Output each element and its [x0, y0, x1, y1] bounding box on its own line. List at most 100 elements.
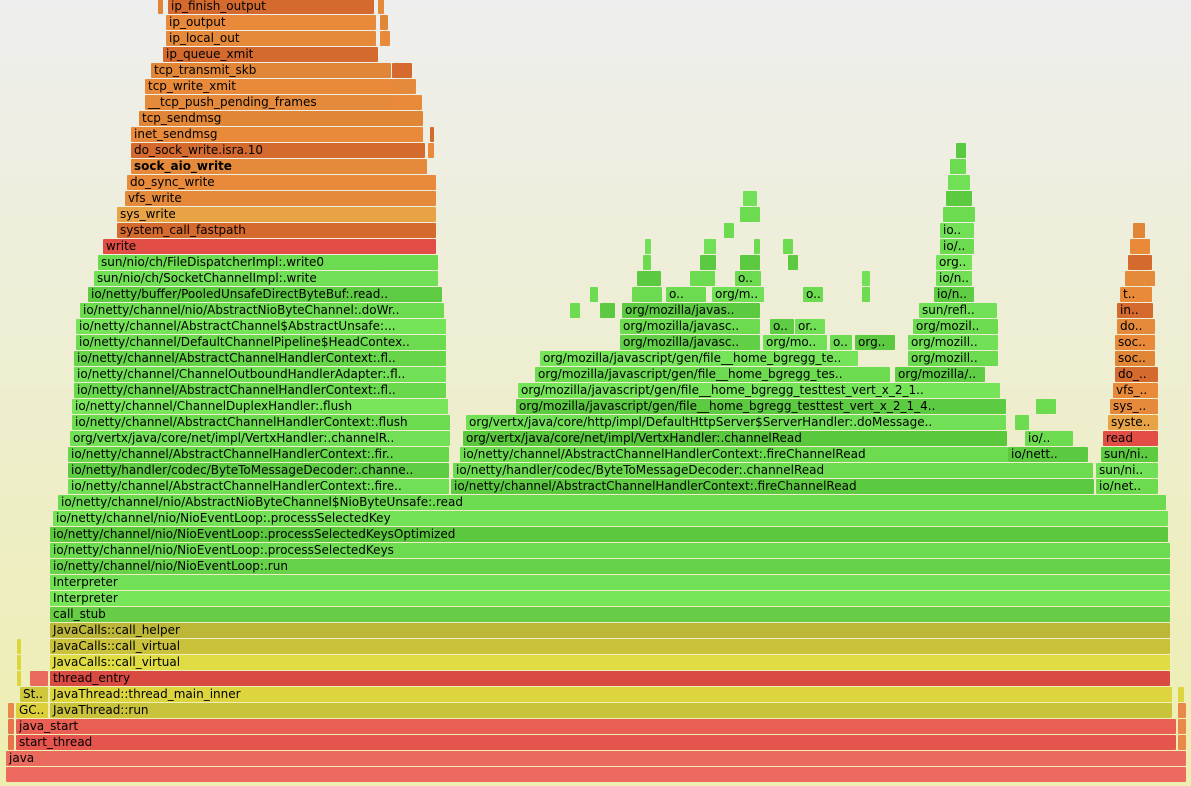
flame-frame[interactable]: in..: [1117, 303, 1153, 318]
flame-frame[interactable]: [1133, 223, 1145, 238]
flame-frame[interactable]: [570, 303, 580, 318]
flame-frame[interactable]: org/mozill..: [908, 351, 998, 366]
flame-frame[interactable]: [392, 79, 416, 94]
flame-frame[interactable]: io/..: [940, 239, 974, 254]
flame-frame[interactable]: [380, 15, 388, 30]
flame-frame[interactable]: [30, 671, 48, 686]
flame-frame[interactable]: [754, 239, 760, 254]
flame-frame[interactable]: [948, 175, 970, 190]
flame-frame[interactable]: io/n..: [934, 287, 974, 302]
flame-frame[interactable]: io/netty/buffer/PooledUnsafeDirectByteBu…: [88, 287, 442, 302]
flame-frame[interactable]: sun/ni..: [1101, 447, 1158, 462]
flame-frame[interactable]: do_..: [1115, 367, 1158, 382]
flame-frame[interactable]: org/mozilla/javasc..: [620, 335, 760, 350]
flame-frame[interactable]: org/mozilla/javasc..: [620, 319, 760, 334]
flame-frame[interactable]: sun/refl..: [919, 303, 997, 318]
flame-frame[interactable]: [8, 719, 14, 734]
flame-frame[interactable]: vfs_write: [125, 191, 436, 206]
flame-frame[interactable]: io/net..: [1096, 479, 1158, 494]
flame-frame[interactable]: org/mozilla/..: [895, 367, 985, 382]
flame-frame[interactable]: [590, 287, 598, 302]
flame-frame[interactable]: io/n..: [936, 271, 972, 286]
flame-frame[interactable]: io/netty/channel/AbstractChannelHandlerC…: [460, 447, 1008, 462]
flame-frame[interactable]: ip_finish_output: [168, 0, 374, 14]
flame-frame[interactable]: __tcp_push_pending_frames: [145, 95, 393, 110]
flame-frame[interactable]: ip_output: [166, 15, 376, 30]
flame-frame[interactable]: JavaCalls::call_virtual: [50, 655, 1170, 670]
flame-frame[interactable]: [862, 271, 870, 286]
flame-frame[interactable]: io/netty/channel/ChannelDuplexHandler:.f…: [72, 399, 448, 414]
flame-frame[interactable]: org/mozilla/javascript/gen/file__home_bg…: [535, 367, 890, 382]
flame-frame[interactable]: sun/nio/ch/SocketChannelImpl:.write: [94, 271, 438, 286]
flame-frame[interactable]: io/netty/channel/AbstractChannelHandlerC…: [74, 383, 446, 398]
flame-frame[interactable]: tcp_sendmsg: [139, 111, 423, 126]
flame-frame[interactable]: do_sync_write: [127, 175, 436, 190]
flame-frame[interactable]: sys_write: [117, 207, 436, 222]
flame-frame[interactable]: Interpreter: [50, 591, 1170, 606]
flame-frame[interactable]: [956, 143, 966, 158]
flame-frame[interactable]: io/netty/channel/ChannelOutboundHandlerA…: [74, 367, 446, 382]
flame-frame[interactable]: [17, 655, 21, 670]
flame-frame[interactable]: sys_..: [1110, 399, 1158, 414]
flame-frame[interactable]: [378, 0, 384, 14]
flame-frame[interactable]: org/m..: [712, 287, 764, 302]
flame-frame[interactable]: thread_entry: [50, 671, 1170, 686]
flame-frame[interactable]: io/netty/channel/AbstractChannelHandlerC…: [68, 479, 449, 494]
flame-frame[interactable]: syste..: [1108, 415, 1158, 430]
flame-frame[interactable]: org/mo..: [763, 335, 827, 350]
flame-frame[interactable]: sun/nio/ch/FileDispatcherImpl:.write0: [98, 255, 438, 270]
flame-frame[interactable]: org/vertx/java/core/net/impl/VertxHandle…: [70, 431, 450, 446]
flame-frame[interactable]: [392, 95, 422, 110]
flame-frame[interactable]: [392, 63, 412, 78]
flame-frame[interactable]: [600, 303, 615, 318]
flame-frame[interactable]: sock_aio_write: [131, 159, 427, 174]
flame-frame[interactable]: [430, 127, 434, 142]
flame-frame[interactable]: io/netty/channel/AbstractChannelHandlerC…: [68, 447, 449, 462]
flame-frame[interactable]: org/vertx/java/core/net/impl/VertxHandle…: [463, 431, 1007, 446]
flame-frame[interactable]: [1015, 415, 1029, 430]
flame-frame[interactable]: [17, 639, 21, 654]
flame-frame[interactable]: tcp_transmit_skb: [151, 63, 391, 78]
flame-frame[interactable]: [1178, 735, 1186, 750]
flame-frame[interactable]: [632, 287, 662, 302]
flame-frame[interactable]: io/netty/channel/nio/AbstractNioByteChan…: [58, 495, 1166, 510]
flame-frame[interactable]: o..: [735, 271, 761, 286]
flame-frame[interactable]: soc..: [1115, 335, 1155, 350]
flame-frame[interactable]: [724, 223, 734, 238]
flame-frame[interactable]: org/vertx/java/core/http/impl/DefaultHtt…: [466, 415, 1006, 430]
flame-frame[interactable]: io/netty/channel/nio/AbstractNioByteChan…: [80, 303, 444, 318]
flame-frame[interactable]: org..: [855, 335, 895, 350]
flame-frame[interactable]: Interpreter: [50, 575, 1170, 590]
flame-frame[interactable]: [1178, 719, 1186, 734]
flame-frame[interactable]: write: [103, 239, 436, 254]
flame-frame[interactable]: io/netty/channel/nio/NioEventLoop:.run: [50, 559, 1170, 574]
flame-frame[interactable]: [788, 255, 798, 270]
flame-frame[interactable]: JavaThread::run: [50, 703, 1172, 718]
flame-frame[interactable]: io/netty/channel/AbstractChannelHandlerC…: [451, 479, 1094, 494]
flame-frame[interactable]: [740, 255, 760, 270]
flame-frame[interactable]: ip_local_out: [166, 31, 376, 46]
flame-frame[interactable]: [645, 239, 651, 254]
flame-frame[interactable]: inet_sendmsg: [131, 127, 423, 142]
flame-frame[interactable]: io/netty/channel/DefaultChannelPipeline$…: [76, 335, 446, 350]
flame-frame[interactable]: ip_queue_xmit: [163, 47, 378, 62]
flame-frame[interactable]: JavaCalls::call_virtual: [50, 639, 1170, 654]
flame-frame[interactable]: [17, 671, 21, 686]
flame-frame[interactable]: io/netty/channel/nio/NioEventLoop:.proce…: [50, 543, 1170, 558]
flame-frame[interactable]: org/mozilla/javascript/gen/file__home_bg…: [518, 383, 1000, 398]
flame-frame[interactable]: o..: [770, 319, 794, 334]
flame-frame[interactable]: call_stub: [50, 607, 1170, 622]
flame-frame[interactable]: soc..: [1115, 351, 1155, 366]
flame-frame[interactable]: org/mozilla/javascript/gen/file__home_bg…: [516, 399, 1006, 414]
flame-frame[interactable]: [158, 0, 163, 14]
flame-frame[interactable]: org..: [936, 255, 972, 270]
flame-frame[interactable]: [8, 703, 14, 718]
flame-frame[interactable]: vfs_..: [1113, 383, 1158, 398]
flame-frame[interactable]: java: [6, 751, 1186, 766]
flame-frame[interactable]: JavaThread::thread_main_inner: [50, 687, 1172, 702]
flame-frame[interactable]: io..: [940, 223, 974, 238]
flame-frame[interactable]: [700, 255, 716, 270]
flame-frame[interactable]: [428, 143, 434, 158]
flame-frame[interactable]: io/netty/channel/AbstractChannelHandlerC…: [74, 351, 446, 366]
flame-frame[interactable]: io/netty/channel/nio/NioEventLoop:.proce…: [53, 511, 1168, 526]
